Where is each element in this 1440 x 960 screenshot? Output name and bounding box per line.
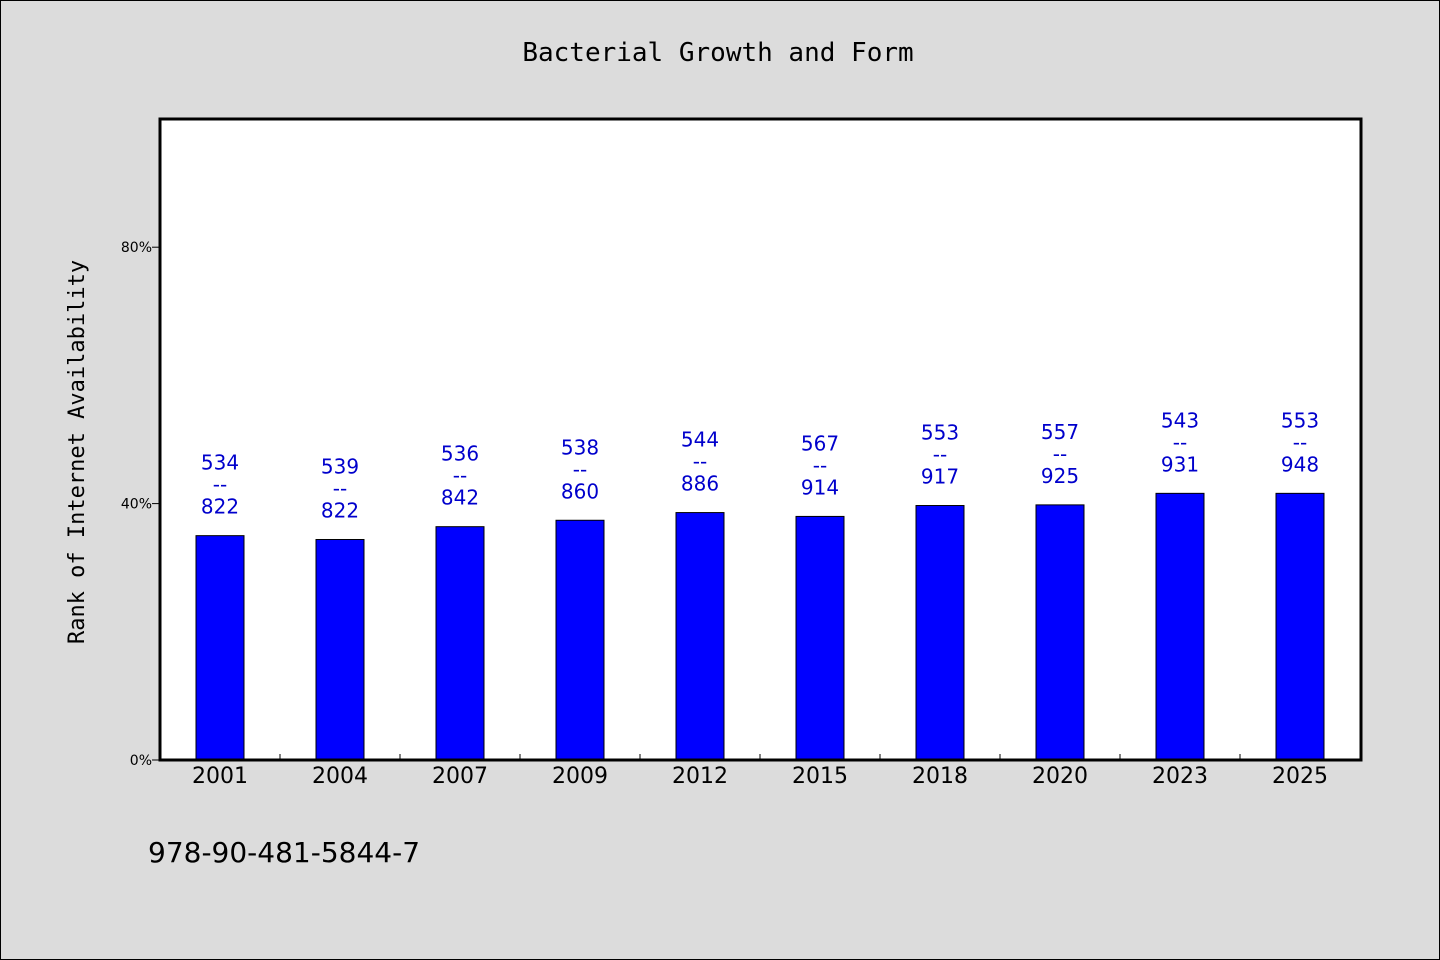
data-label-2015-2: 914 — [801, 475, 839, 499]
x-tick-label-2015: 2015 — [792, 764, 848, 789]
bar-2015 — [795, 515, 845, 761]
bar-2004 — [315, 538, 365, 761]
x-tick-label-2004: 2004 — [312, 764, 368, 789]
data-label-2009-0: 538 — [561, 435, 599, 459]
data-label-2004-1: -- — [333, 476, 347, 500]
y-axis: 0% 40% 80% — [121, 240, 160, 769]
bar-2018 — [915, 505, 965, 761]
data-labels-group: 534--822539--822536--842538--860544--886… — [201, 408, 1319, 522]
x-tick-label-2020: 2020 — [1032, 764, 1088, 789]
bar-2012 — [675, 512, 725, 761]
data-label-2018-0: 553 — [921, 421, 959, 445]
data-label-2018-2: 917 — [921, 465, 959, 489]
y-tick-label-80: 80% — [121, 240, 152, 256]
y-axis-label: Rank of Internet Availability — [65, 260, 90, 644]
x-axis: 2001 2004 2007 2009 2012 2015 2018 2020 2023 2025 — [192, 754, 1328, 789]
x-tick-label-2007: 2007 — [432, 764, 488, 789]
bar-2023 — [1155, 492, 1205, 761]
x-tick-label-2018: 2018 — [912, 764, 968, 789]
data-label-2020-2: 925 — [1041, 464, 1079, 488]
bar-2007 — [435, 526, 485, 761]
data-label-2025-0: 553 — [1281, 408, 1319, 432]
data-label-2012-1: -- — [693, 450, 707, 474]
data-label-2001-1: -- — [213, 473, 227, 497]
data-label-2009-1: -- — [573, 457, 587, 481]
data-label-2009-2: 860 — [561, 479, 599, 503]
data-label-2007-1: -- — [453, 464, 467, 488]
data-label-2001-0: 534 — [201, 451, 239, 475]
x-tick-label-2009: 2009 — [552, 764, 608, 789]
data-label-2015-1: -- — [813, 453, 827, 477]
data-label-2012-0: 544 — [681, 428, 719, 452]
bar-2020 — [1035, 504, 1085, 761]
data-label-2025-2: 948 — [1281, 452, 1319, 476]
bar-2001 — [195, 535, 245, 761]
x-tick-label-2001: 2001 — [192, 764, 248, 789]
y-tick-label-0: 0% — [130, 753, 152, 769]
data-label-2012-2: 886 — [681, 472, 719, 496]
data-label-2001-2: 822 — [201, 495, 239, 519]
data-label-2004-0: 539 — [321, 454, 359, 478]
x-tick-label-2012: 2012 — [672, 764, 728, 789]
bar-2009 — [555, 519, 605, 761]
x-tick-label-2025: 2025 — [1272, 764, 1328, 789]
data-label-2015-0: 567 — [801, 431, 839, 455]
data-label-2020-0: 557 — [1041, 420, 1079, 444]
data-label-2025-1: -- — [1293, 430, 1307, 454]
chart-title: Bacterial Growth and Form — [522, 38, 913, 68]
data-label-2023-1: -- — [1173, 430, 1187, 454]
data-label-2018-1: -- — [933, 443, 947, 467]
data-label-2004-2: 822 — [321, 498, 359, 522]
y-tick-label-40: 40% — [121, 497, 152, 513]
bars-group — [195, 492, 1325, 761]
data-label-2020-1: -- — [1053, 442, 1067, 466]
data-label-2023-0: 543 — [1161, 408, 1199, 432]
footer-code: 978-90-481-5844-7 — [148, 836, 420, 869]
data-label-2023-2: 931 — [1161, 452, 1199, 476]
data-label-2007-0: 536 — [441, 442, 479, 466]
x-tick-label-2023: 2023 — [1152, 764, 1208, 789]
data-label-2007-2: 842 — [441, 486, 479, 510]
bar-2025 — [1275, 492, 1325, 761]
